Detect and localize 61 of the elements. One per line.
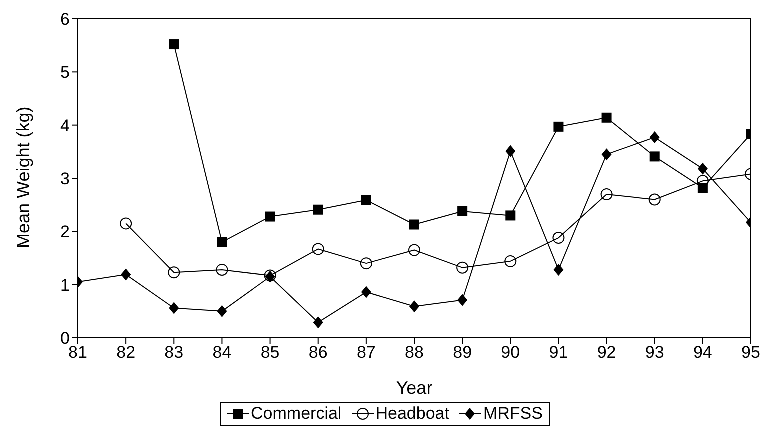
x-tick-label: 92	[597, 343, 616, 362]
y-tick-label: 0	[60, 329, 70, 348]
y-tick-label: 4	[60, 116, 70, 136]
x-tick-label: 82	[116, 343, 136, 362]
point	[456, 262, 469, 274]
x-tick-label: 94	[693, 343, 712, 362]
point	[506, 210, 516, 221]
legend-label: Headboat	[376, 404, 450, 424]
point	[313, 316, 324, 329]
point	[410, 300, 420, 313]
point	[602, 148, 612, 161]
point	[552, 232, 565, 244]
y-tick-label: 3	[60, 170, 70, 189]
point	[408, 244, 420, 256]
point	[216, 264, 228, 276]
x-tick-label: 87	[356, 343, 376, 362]
y-tick-label: 5	[60, 63, 70, 82]
point	[458, 206, 468, 216]
point	[698, 162, 708, 175]
x-tick-label: 91	[549, 343, 568, 362]
point	[554, 264, 564, 276]
point	[554, 122, 564, 132]
point	[265, 212, 276, 222]
x-tick-label: 95	[742, 343, 760, 362]
x-tick-label: 88	[405, 343, 424, 362]
x-axis-title: Year	[396, 378, 433, 398]
point	[361, 195, 372, 206]
point	[650, 152, 660, 162]
point	[120, 218, 132, 230]
point	[217, 305, 228, 318]
point	[506, 145, 516, 158]
x-tick-label: 81	[68, 343, 88, 362]
point	[600, 188, 613, 200]
legend-label: MRFSS	[483, 404, 543, 424]
x-tick-label: 89	[453, 343, 472, 362]
point	[361, 286, 372, 298]
y-axis-title: Mean Weight (kg)	[13, 106, 34, 248]
point	[648, 194, 661, 206]
x-tick-label: 84	[212, 343, 232, 362]
x-tick-label: 85	[260, 343, 280, 362]
point	[650, 132, 660, 144]
x-tick-label: 86	[308, 343, 328, 362]
x-tick-label: 90	[501, 343, 520, 362]
point	[169, 302, 180, 314]
point	[410, 220, 420, 230]
x-tick-label: 83	[164, 343, 184, 362]
y-tick-label: 2	[60, 222, 70, 242]
point	[360, 258, 372, 270]
x-tick-label: 93	[645, 343, 664, 362]
point	[458, 294, 468, 306]
point	[121, 268, 132, 281]
legend-label: Commercial	[251, 404, 342, 424]
point	[217, 237, 228, 248]
point	[169, 40, 180, 50]
point	[602, 112, 612, 123]
y-tick-label: 1	[60, 276, 70, 295]
y-tick-label: 6	[60, 10, 70, 30]
point	[312, 243, 324, 256]
point	[168, 266, 180, 279]
point	[313, 204, 324, 215]
point	[504, 255, 517, 268]
